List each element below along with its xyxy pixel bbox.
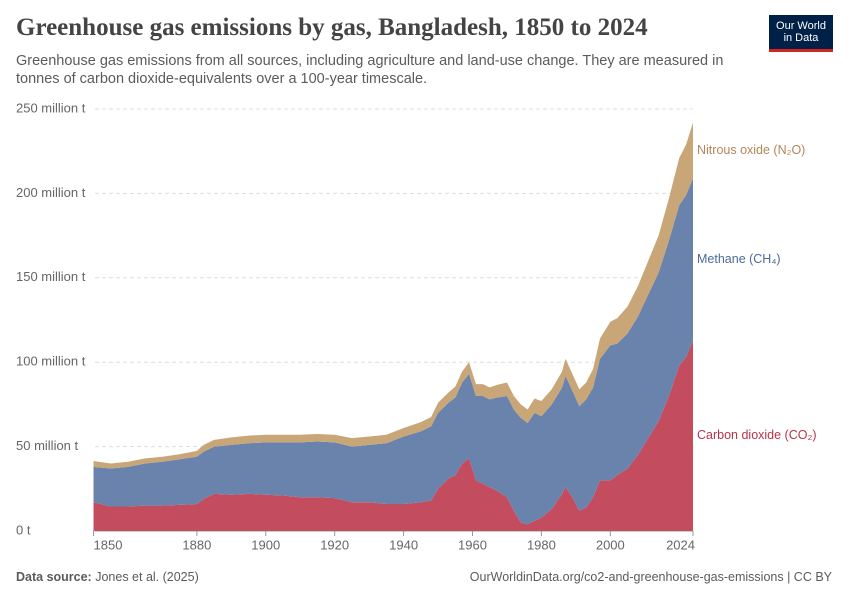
x-tick-label: 2000 [596,537,625,552]
area [93,178,693,525]
series-label: Nitrous oxide (N₂O) [697,142,806,157]
x-tick-label: 1920 [320,537,349,552]
x-tick-label: 1960 [458,537,487,552]
y-tick-label: 200 million t [16,185,86,200]
logo-text: Our World [776,20,826,32]
logo[interactable]: Our World in Data [769,15,833,52]
x-tick-label: 1980 [527,537,556,552]
logo-text: in Data [783,32,819,44]
x-tick-label: 1940 [389,537,418,552]
source: Jones et al. (2025) [95,570,199,584]
y-tick-label: 0 t [16,522,31,537]
y-tick-label: 250 million t [16,100,86,115]
series-label: Carbon dioxide (CO₂) [697,428,817,443]
footer-url[interactable]: OurWorldinData.org/co2-and-greenhouse-ga… [469,570,832,584]
series-label: Methane (CH₄) [697,251,781,266]
x-tick-label: 1850 [94,537,123,552]
y-tick-label: 50 million t [16,438,79,453]
chart-title: Greenhouse gas emissions by gas, Banglad… [16,14,648,41]
x-tick-label: 1880 [182,537,211,552]
y-tick-label: 100 million t [16,354,86,369]
chart-subtitle: Greenhouse gas emissions from all source… [16,53,724,87]
area [93,340,693,531]
footer-source: Data source: Jones et al. (2025) [16,570,199,584]
x-tick-label: 1900 [251,537,280,552]
y-tick-label: 150 million t [16,269,86,284]
x-tick-label: 2024 [666,537,695,552]
source-label: Data source: [16,570,92,584]
